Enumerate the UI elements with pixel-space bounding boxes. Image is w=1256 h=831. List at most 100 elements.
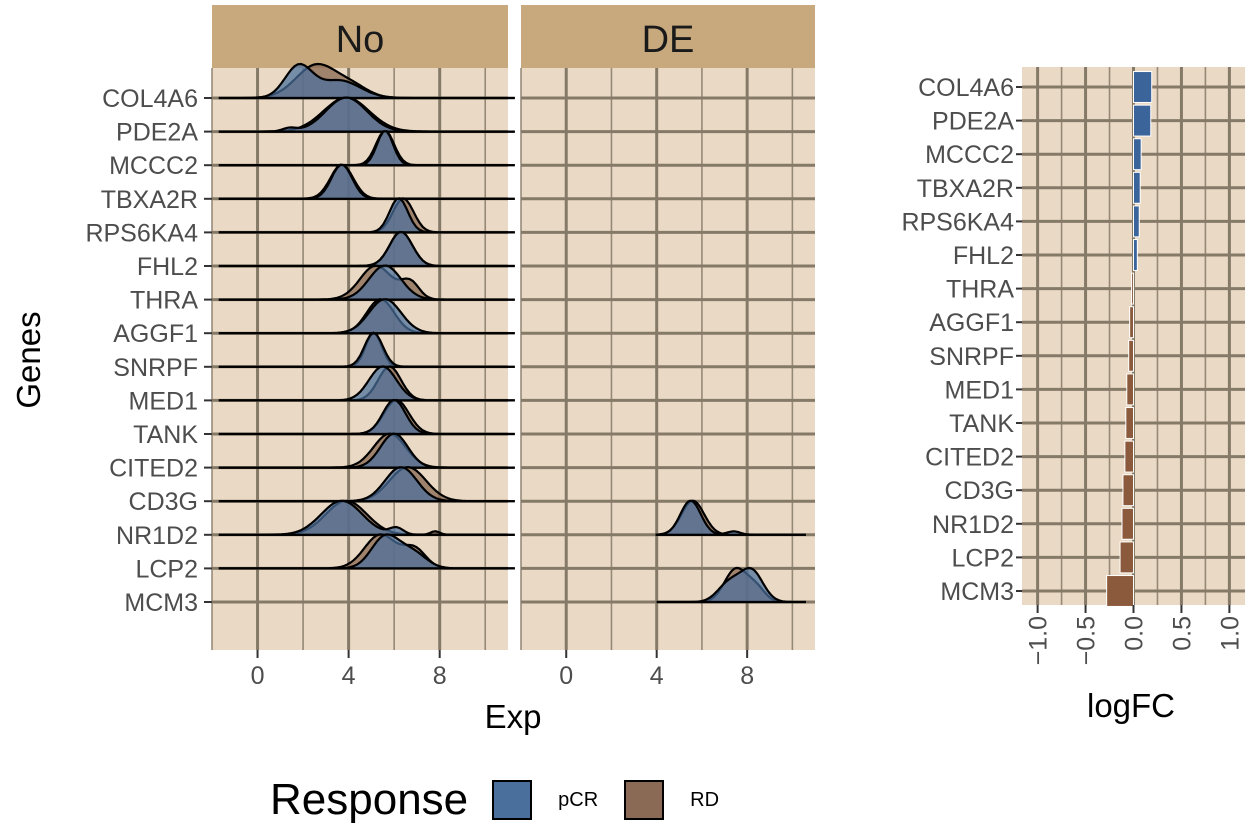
bar-gene-label: LCP2 bbox=[951, 544, 1014, 572]
ridge-pcr bbox=[655, 499, 806, 536]
bar-gene-label: COL4A6 bbox=[918, 74, 1014, 102]
gene-label: TBXA2R bbox=[101, 186, 198, 214]
ridge-thra-no bbox=[218, 264, 515, 301]
y-axis-title: Genes bbox=[10, 311, 47, 408]
chart-svg: No 0 4 8 DE 0 4 8 COL4A6 PDE2A MCCC2 TBXA2R RPS6KA4 F… bbox=[10, 5, 1245, 735]
x-tick-label: −1.0 bbox=[1025, 616, 1053, 665]
gene-label: FHL2 bbox=[137, 253, 198, 281]
legend-item-rd: RD bbox=[624, 780, 719, 820]
gene-label: MCCC2 bbox=[109, 152, 198, 180]
x-tick-label: 0.5 bbox=[1168, 616, 1196, 651]
gene-label: SNRPF bbox=[113, 354, 198, 382]
ridge-mccc2-no bbox=[218, 130, 515, 167]
legend-label-pcr: pCR bbox=[558, 788, 599, 811]
x-tick-label: 0 bbox=[559, 662, 573, 690]
legend-key-pcr bbox=[492, 780, 533, 820]
ridge-pcr bbox=[218, 264, 515, 301]
logfc-bar-rps6ka4 bbox=[1133, 205, 1140, 238]
x-tick-label: 0.0 bbox=[1121, 616, 1149, 651]
ridge-pcr bbox=[218, 365, 515, 402]
ridge-tbxa2r-no bbox=[218, 163, 515, 200]
bar-gene-label: CD3G bbox=[945, 477, 1014, 505]
x-tick-label: 0 bbox=[251, 662, 265, 690]
bar-gene-label: NR1D2 bbox=[932, 511, 1014, 539]
ridge-pcr bbox=[218, 298, 515, 335]
x-axis-title: Exp bbox=[485, 698, 542, 735]
logfc-bar-cited2 bbox=[1124, 440, 1134, 473]
ridge-tank-no bbox=[218, 398, 515, 436]
legend-key-rd bbox=[624, 780, 665, 820]
ridge-pcr bbox=[218, 398, 515, 436]
ridge-pcr bbox=[218, 432, 515, 469]
ridge-pde2a-no bbox=[218, 96, 515, 133]
ridge-col4a6-no bbox=[218, 62, 515, 100]
bar-gene-label: PDE2A bbox=[932, 108, 1014, 136]
logfc-bar-thra bbox=[1131, 272, 1134, 305]
gene-label: MED1 bbox=[129, 387, 198, 415]
legend-item-pcr: pCR bbox=[492, 780, 598, 820]
logfc-bar-pde2a bbox=[1133, 104, 1152, 137]
x-axis-title: logFC bbox=[1087, 687, 1175, 724]
legend-title: Response bbox=[270, 775, 469, 824]
ridge-lcp2-no bbox=[218, 533, 515, 570]
ridge-snrpf-no bbox=[218, 331, 515, 368]
logfc-bar-aggf1 bbox=[1129, 306, 1135, 339]
ridge-pcr bbox=[218, 533, 515, 570]
ridge-aggf1-no bbox=[218, 298, 515, 335]
facet-panel-de: DE 0 4 8 bbox=[520, 5, 815, 690]
bar-gene-label: TBXA2R bbox=[917, 175, 1014, 203]
bar-gene-label: TANK bbox=[949, 410, 1014, 438]
gene-label: THRA bbox=[130, 287, 198, 315]
ridge-pcr bbox=[218, 163, 515, 200]
gene-label: PDE2A bbox=[116, 119, 198, 147]
facet-strip bbox=[212, 5, 508, 68]
gene-label: AGGF1 bbox=[113, 320, 198, 348]
legend-label-rd: RD bbox=[690, 788, 720, 811]
gene-label: NR1D2 bbox=[116, 522, 198, 550]
logfc-bar-nr1d2 bbox=[1121, 507, 1134, 540]
bar-gene-label: MED1 bbox=[945, 376, 1014, 404]
x-tick-label: 8 bbox=[740, 662, 754, 690]
logfc-bar-cd3g bbox=[1122, 474, 1135, 507]
legend: Response pCR RD bbox=[270, 770, 745, 830]
x-tick-label: 8 bbox=[433, 662, 447, 690]
ridge-fhl2-no bbox=[218, 230, 515, 268]
logfc-bar-fhl2 bbox=[1133, 239, 1138, 271]
x-tick-label: −0.5 bbox=[1073, 616, 1101, 665]
bar-gene-label: CITED2 bbox=[925, 444, 1014, 472]
gene-label: TANK bbox=[133, 421, 198, 449]
ridge-pcr bbox=[218, 466, 515, 503]
ridge-pcr bbox=[656, 566, 806, 604]
gene-label: MCM3 bbox=[124, 589, 198, 617]
ridge-nr1d2-de bbox=[655, 499, 806, 536]
ridge-nr1d2-no bbox=[218, 499, 515, 536]
bar-gene-label: FHL2 bbox=[953, 242, 1014, 270]
logfc-bar-tbxa2r bbox=[1133, 171, 1141, 204]
x-tick-label: 1.0 bbox=[1216, 616, 1244, 651]
ridge-pcr bbox=[218, 331, 515, 368]
gene-label: LCP2 bbox=[135, 555, 198, 583]
ridge-cd3g-no bbox=[218, 466, 515, 503]
logfc-bar-lcp2 bbox=[1119, 541, 1135, 574]
logfc-bar-mcm3 bbox=[1106, 575, 1134, 607]
logfc-bar-med1 bbox=[1126, 373, 1135, 406]
bar-gene-label: MCM3 bbox=[940, 578, 1014, 606]
gene-label: CD3G bbox=[129, 488, 198, 516]
logfc-bar-snrpf bbox=[1128, 339, 1134, 372]
ridge-pcr bbox=[218, 62, 515, 100]
facet-label: DE bbox=[642, 19, 695, 61]
logfc-panel bbox=[1022, 67, 1245, 607]
facet-strip bbox=[521, 5, 815, 68]
ridge-pcr bbox=[218, 130, 515, 167]
logfc-bar-col4a6 bbox=[1133, 71, 1153, 103]
ridge-pcr bbox=[218, 499, 515, 536]
gene-label: CITED2 bbox=[109, 455, 198, 483]
bar-gene-label: AGGF1 bbox=[929, 309, 1014, 337]
bar-gene-label: RPS6KA4 bbox=[901, 208, 1014, 236]
gene-label: COL4A6 bbox=[102, 85, 198, 113]
ridge-med1-no bbox=[218, 365, 515, 402]
x-tick-label: 4 bbox=[650, 662, 664, 690]
bar-gene-label: SNRPF bbox=[929, 343, 1014, 371]
ridge-pcr bbox=[218, 197, 515, 234]
